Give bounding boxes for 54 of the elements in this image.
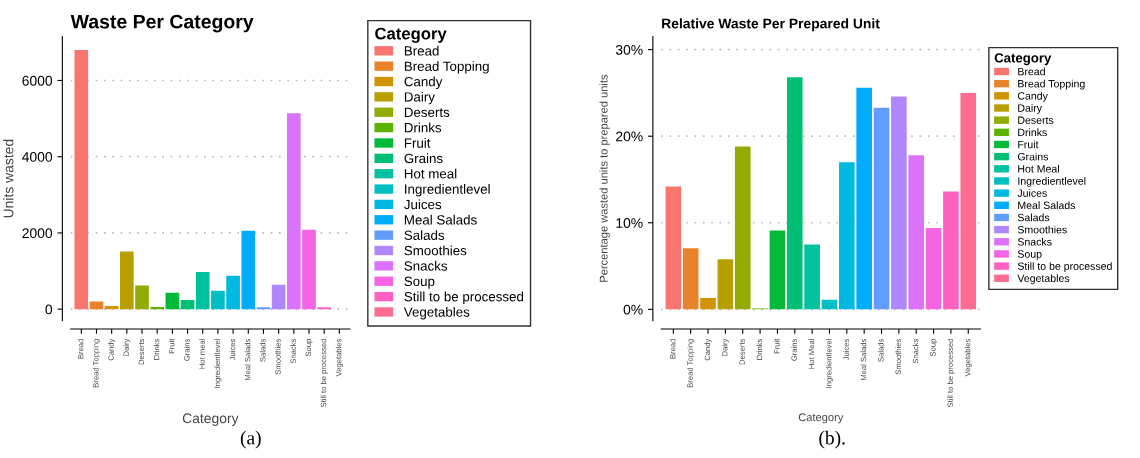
legend-label: Deserts <box>404 107 450 118</box>
legend-title: Category <box>994 53 1052 66</box>
legend-label: Hot Meal <box>1018 164 1059 173</box>
chart-title: Waste Per Category <box>70 14 254 33</box>
legend-label: Vegetables <box>403 306 470 320</box>
x-axis-title: Category <box>798 413 844 424</box>
legend-label: Snacks <box>1017 237 1052 246</box>
legend-label: Grains <box>1017 152 1049 161</box>
legend-label: Bread Topping <box>404 61 489 74</box>
legend-label: Still to be processed <box>404 291 524 305</box>
legend-label: Deserts <box>1018 116 1054 124</box>
legend-label: Meal Salads <box>404 214 477 225</box>
legend-label: Drinks <box>1018 128 1047 137</box>
legend-label: Meal Salads <box>1018 201 1076 210</box>
y-tick-label: 0% <box>623 304 643 315</box>
legend-label: Dairy <box>1018 104 1042 114</box>
legend-label: Bread <box>404 45 439 56</box>
text: (b). <box>819 430 845 449</box>
legend-label: Candy <box>404 76 443 89</box>
x-axis-title: Category <box>182 413 239 426</box>
y-tick-label: 2000 <box>22 228 53 239</box>
legend-label: Snacks <box>404 260 448 271</box>
legend-label: Hot meal <box>404 168 457 179</box>
legend-label: Bread <box>1018 67 1045 76</box>
legend-label: Ingredientlevel <box>405 184 490 197</box>
legend-label: Candy <box>1017 91 1048 102</box>
y-axis-title: Units wasted <box>3 139 14 218</box>
legend-label: Fruit <box>1018 140 1039 149</box>
y-tick-label: 20% <box>616 131 643 142</box>
legend-label: Grains <box>404 153 443 164</box>
y-tick-label: 0 <box>45 304 53 315</box>
legend-label: Bread Topping <box>1018 79 1085 90</box>
y-tick-label: 6000 <box>22 75 53 86</box>
legend-label: Juices <box>1017 189 1047 197</box>
legend-label: Fruit <box>404 137 431 148</box>
legend-title: Category <box>375 27 447 43</box>
legend-label: Drinks <box>404 122 442 133</box>
legend-label: Soup <box>1017 250 1042 260</box>
legend-label: Dairy <box>404 91 435 105</box>
y-tick-label: 10% <box>616 218 643 228</box>
y-tick-label: 30% <box>615 44 643 55</box>
legend-label: Soup <box>404 276 435 289</box>
legend-label: Juices <box>404 199 442 210</box>
legend-label: Salads <box>1017 213 1050 222</box>
legend-label: Smoothies <box>1017 225 1067 234</box>
y-tick-label: 4000 <box>22 152 53 162</box>
legend-label: Still to be processed <box>1017 262 1112 272</box>
y-axis-title: Percentage wasted units to prepared units <box>599 74 610 282</box>
legend-label: Salads <box>404 230 445 240</box>
legend-label: Ingredientlevel <box>1018 177 1086 187</box>
legend-label: Vegetables <box>1017 274 1070 285</box>
legend-label: Smoothies <box>404 245 467 256</box>
text: (a) <box>240 430 261 449</box>
chart-title: Relative Waste Per Prepared Unit <box>662 18 880 32</box>
